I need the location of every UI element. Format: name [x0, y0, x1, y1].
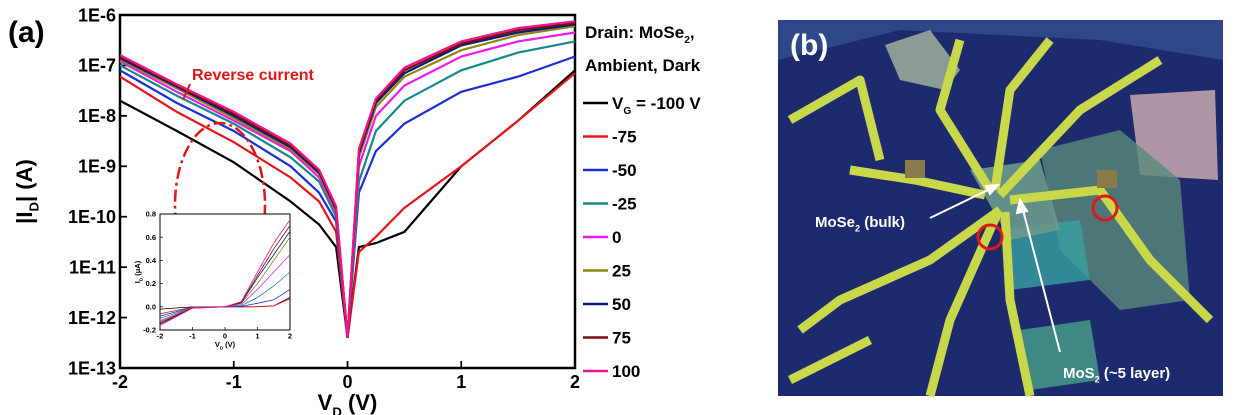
x-tick-label: 2: [288, 331, 292, 340]
legend-label: -25: [612, 195, 637, 214]
y-tick-label: -0.2: [143, 326, 156, 335]
series-line: [119, 20, 576, 338]
x-tick-label: 1: [255, 331, 259, 340]
chart: 1E-13 1E-12 1E-11 1E-10 1E-9 1E-8 1E-7 1E-6 -2 -1…: [8, 5, 701, 415]
panel-label: (b): [790, 29, 828, 62]
y-tick-label: 0.2: [146, 279, 156, 288]
y-tick-label: 1E-9: [78, 157, 116, 177]
text-part: (V): [342, 390, 377, 415]
legend-label: 50: [612, 295, 631, 314]
legend-label: 100: [612, 362, 640, 381]
y-tick-label: 0.4: [146, 256, 157, 265]
subscript: G: [623, 106, 631, 117]
subscript: D: [220, 345, 224, 350]
text-part: (bulk): [860, 214, 905, 231]
y-tick-label: 1E-11: [69, 257, 116, 277]
annotation: MoSe2 (bulk): [815, 214, 905, 234]
y-tick-label: 1E-7: [78, 56, 116, 76]
annotation: Reverse current: [192, 67, 315, 84]
text-part: V: [612, 94, 624, 113]
subscript: 2: [1095, 375, 1100, 385]
electrodes: [787, 37, 1214, 398]
text-part: | (A): [12, 159, 37, 202]
legend-label: -50: [612, 161, 637, 180]
substrate-shade: [778, 20, 1223, 60]
y-tick-label: 0.0: [146, 302, 156, 311]
y-axis-label: |ID| (A): [12, 159, 42, 224]
x-tick-label: -2: [112, 372, 128, 392]
marker-circle: [1091, 194, 1119, 222]
text-part: (μA): [133, 260, 142, 278]
subscript: D: [27, 202, 42, 212]
text-part: V: [318, 390, 333, 415]
flake: [1020, 320, 1100, 390]
subscript: 2: [855, 224, 860, 234]
panel-label: (a): [8, 16, 45, 49]
micrograph: [778, 20, 1223, 398]
pad: [905, 160, 925, 178]
text-part: (V): [223, 340, 236, 349]
legend-label: 0: [612, 228, 621, 247]
text-part: (~5 layer): [1100, 365, 1170, 382]
legend-label: 25: [612, 262, 631, 281]
x-tick-label: -1: [226, 372, 242, 392]
annotation-pointer: [182, 83, 191, 101]
x-tick-label: 1: [456, 372, 466, 392]
y-tick-label: 1E-12: [68, 308, 116, 328]
annotation: MoS2 (~5 layer): [1063, 365, 1170, 385]
subscript: D: [138, 277, 143, 281]
x-tick-label: 0: [223, 331, 227, 340]
y-tick-label: 0.8: [146, 210, 156, 219]
x-tick-label: 2: [570, 372, 580, 392]
flake: [885, 30, 960, 90]
pad: [1097, 170, 1117, 188]
legend-title: Ambient, Dark: [585, 56, 701, 75]
legend-label: -75: [612, 128, 637, 147]
subscript: 2: [684, 35, 690, 46]
legend-title: Drain: MoSe2,: [585, 23, 695, 46]
text-part: |I: [12, 212, 37, 224]
x-axis-label: VD (V): [318, 390, 378, 415]
chart: -0.20.00.20.40.60.8-2 -1 0 1 2VD (V)ID (μA): [133, 210, 292, 351]
legend-label: VG = -100 V: [612, 94, 701, 117]
subscript: D: [332, 405, 342, 415]
series-line: [159, 219, 291, 326]
x-tick-label: -1: [189, 331, 196, 340]
y-tick-label: 1E-6: [78, 5, 116, 25]
y-axis-label: ID (μA): [133, 260, 143, 283]
arrows: [929, 183, 1061, 353]
x-tick-label: -2: [157, 331, 164, 340]
text-part: MoSe: [815, 214, 855, 231]
text-part: ,: [690, 23, 695, 42]
x-tick-label: 0: [342, 372, 352, 392]
text-part: MoS: [1063, 365, 1095, 382]
text-part: V: [215, 340, 220, 349]
y-tick-label: 1E-8: [78, 106, 116, 126]
text-part: Drain: MoSe: [585, 23, 684, 42]
y-tick-label: 0.6: [146, 233, 156, 242]
text-part: I: [133, 281, 142, 283]
marker-circle: [976, 223, 1004, 251]
y-tick-label: 1E-13: [68, 358, 116, 378]
text-part: = -100 V: [631, 94, 701, 113]
y-tick-label: 1E-10: [68, 207, 116, 227]
x-axis-label: VD (V): [215, 340, 236, 350]
legend-label: 75: [612, 329, 631, 348]
